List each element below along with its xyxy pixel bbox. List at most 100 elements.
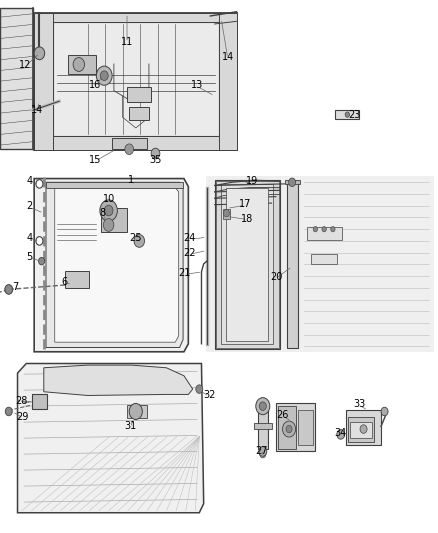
- Polygon shape: [34, 179, 188, 352]
- Circle shape: [381, 407, 388, 416]
- Bar: [278, 406, 296, 449]
- Bar: [348, 417, 374, 442]
- Text: 16: 16: [89, 80, 102, 90]
- Text: 19: 19: [246, 176, 258, 186]
- Bar: [335, 110, 359, 119]
- Text: 10: 10: [102, 194, 115, 204]
- Bar: [298, 410, 313, 445]
- Circle shape: [100, 71, 108, 80]
- Bar: [307, 227, 342, 240]
- Polygon shape: [55, 188, 179, 342]
- Circle shape: [256, 398, 270, 415]
- Polygon shape: [44, 365, 193, 395]
- Polygon shape: [206, 176, 434, 352]
- Bar: [127, 87, 151, 102]
- Circle shape: [313, 227, 318, 232]
- Polygon shape: [287, 181, 298, 348]
- Bar: [112, 138, 147, 149]
- Polygon shape: [46, 182, 183, 348]
- Text: 14: 14: [31, 106, 43, 115]
- Text: 22: 22: [184, 248, 196, 258]
- Text: 5: 5: [27, 252, 33, 262]
- Circle shape: [223, 209, 230, 217]
- Text: 21: 21: [178, 269, 190, 278]
- Text: 18: 18: [241, 214, 254, 223]
- Polygon shape: [215, 180, 280, 349]
- Circle shape: [134, 235, 145, 247]
- Circle shape: [73, 58, 85, 71]
- Text: 17: 17: [239, 199, 251, 209]
- Bar: [129, 107, 149, 120]
- Bar: [258, 401, 268, 449]
- Text: 29: 29: [17, 412, 29, 422]
- Text: 8: 8: [100, 208, 106, 218]
- Circle shape: [36, 237, 43, 245]
- Text: 15: 15: [89, 155, 102, 165]
- Polygon shape: [216, 181, 279, 348]
- Circle shape: [39, 257, 45, 265]
- Circle shape: [337, 430, 345, 439]
- Polygon shape: [53, 22, 219, 136]
- Polygon shape: [226, 188, 268, 341]
- Bar: [276, 403, 315, 451]
- Polygon shape: [18, 364, 204, 513]
- Bar: [32, 394, 47, 409]
- Circle shape: [322, 227, 326, 232]
- Polygon shape: [34, 13, 237, 22]
- Text: 14: 14: [222, 52, 234, 62]
- Circle shape: [5, 407, 12, 416]
- Polygon shape: [46, 182, 183, 188]
- Bar: [101, 208, 127, 232]
- Polygon shape: [219, 13, 237, 150]
- Text: 31: 31: [124, 422, 137, 431]
- Bar: [127, 405, 147, 418]
- Circle shape: [36, 180, 43, 188]
- Polygon shape: [34, 136, 237, 150]
- Circle shape: [5, 285, 13, 294]
- Text: 24: 24: [184, 233, 196, 243]
- Polygon shape: [285, 180, 300, 184]
- Circle shape: [286, 425, 292, 433]
- Polygon shape: [34, 13, 237, 150]
- Text: 20: 20: [270, 272, 282, 282]
- Text: 27: 27: [256, 447, 268, 456]
- Bar: [350, 422, 372, 438]
- Text: 7: 7: [12, 282, 18, 292]
- Text: 4: 4: [27, 176, 33, 186]
- Text: 11: 11: [121, 37, 133, 46]
- Bar: [311, 254, 337, 264]
- Circle shape: [283, 421, 296, 437]
- Circle shape: [289, 178, 296, 187]
- Text: 32: 32: [203, 391, 215, 400]
- Text: 33: 33: [353, 399, 365, 409]
- Circle shape: [259, 402, 266, 410]
- Text: 4: 4: [27, 233, 33, 243]
- Circle shape: [103, 219, 114, 231]
- Circle shape: [125, 144, 134, 155]
- Circle shape: [129, 403, 142, 419]
- Text: 13: 13: [191, 80, 203, 90]
- Circle shape: [151, 148, 160, 159]
- Bar: [68, 55, 96, 74]
- Circle shape: [345, 112, 350, 117]
- Text: 34: 34: [335, 428, 347, 438]
- Text: 35: 35: [149, 155, 162, 165]
- Circle shape: [196, 385, 203, 393]
- Bar: [65, 271, 89, 288]
- Text: 12: 12: [19, 60, 32, 70]
- Circle shape: [331, 227, 335, 232]
- Text: 2: 2: [27, 201, 33, 211]
- Bar: [254, 423, 272, 429]
- Text: 23: 23: [349, 110, 361, 119]
- Polygon shape: [0, 8, 33, 149]
- Text: 26: 26: [276, 410, 289, 419]
- Bar: [346, 410, 381, 445]
- Text: 25: 25: [130, 233, 142, 243]
- Polygon shape: [34, 13, 53, 150]
- Circle shape: [100, 200, 117, 221]
- Polygon shape: [221, 184, 273, 344]
- Circle shape: [360, 425, 367, 433]
- Circle shape: [96, 66, 112, 85]
- Circle shape: [34, 47, 45, 60]
- Circle shape: [259, 447, 267, 456]
